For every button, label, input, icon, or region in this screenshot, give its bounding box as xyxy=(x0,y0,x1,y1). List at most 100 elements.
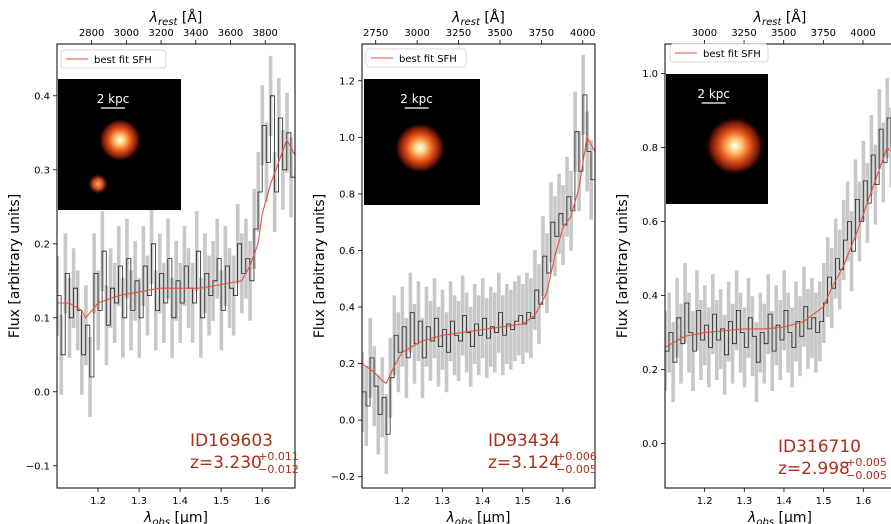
top-tick-label: 3600 xyxy=(218,28,243,39)
x-tick-label: 1.2 xyxy=(90,496,106,507)
y-tick-label: 0.4 xyxy=(339,303,355,314)
galaxy-blob xyxy=(705,116,765,176)
redshift-error-minus: −0.005 xyxy=(556,463,597,476)
redshift-label: z=3.124 xyxy=(488,453,560,473)
panel-id93434: 1.2 1.3 1.4 1.5 1.6 −0.2 0.0 0.2 0.4 0.6 0.8 1.0 1.2… xyxy=(312,9,597,524)
best-fit-line xyxy=(362,135,595,385)
spectrum-line xyxy=(57,95,295,378)
top-axis-label: λrest [Å] xyxy=(149,9,203,28)
best-fit-line xyxy=(665,146,891,348)
x-axis-label: λobs [μm] xyxy=(747,510,812,524)
top-tick-label: 4000 xyxy=(570,28,595,39)
x-axis-label: λobs [μm] xyxy=(143,510,208,524)
scale-label: 2 kpc xyxy=(97,92,130,106)
top-tick-label: 2750 xyxy=(363,28,388,39)
galaxy-inset-image: 2 kpc xyxy=(364,79,480,205)
y-tick-label: −0.2 xyxy=(331,472,355,483)
y-tick-label: 0.3 xyxy=(34,165,50,176)
x-tick-label: 1.6 xyxy=(555,496,571,507)
y-axis-label: Flux [arbitrary units] xyxy=(615,194,631,338)
legend-label: best fit SFH xyxy=(703,49,761,60)
top-tick-label: 3750 xyxy=(811,28,836,39)
top-tick-label: 3000 xyxy=(114,28,139,39)
y-tick-label: 0.4 xyxy=(34,91,50,102)
spectrum-line xyxy=(665,117,891,363)
top-axis-label: λrest [Å] xyxy=(451,9,505,28)
top-tick-label: 3750 xyxy=(529,28,554,39)
legend-label: best fit SFH xyxy=(399,54,457,65)
y-tick-label: 0.2 xyxy=(339,359,355,370)
object-id-label: ID169603 xyxy=(190,431,273,451)
top-tick-label: 2800 xyxy=(79,28,104,39)
legend-label: best fit SFH xyxy=(94,55,152,66)
x-tick-label: 1.4 xyxy=(776,496,792,507)
error-bar xyxy=(889,107,891,188)
redshift-error-minus: −0.005 xyxy=(846,469,887,482)
y-tick-label: 0.8 xyxy=(339,189,355,200)
axes-frame xyxy=(664,43,891,489)
y-tick-label: 0.0 xyxy=(642,439,658,450)
y-tick-label: 1.0 xyxy=(642,69,658,80)
axes-frame xyxy=(361,43,596,489)
y-tick-label: 0.2 xyxy=(34,239,50,250)
object-id-label: ID93434 xyxy=(488,431,560,451)
top-tick-label: 3200 xyxy=(148,28,173,39)
top-tick-label: 3000 xyxy=(404,28,429,39)
y-tick-label: 0.0 xyxy=(339,416,355,427)
x-tick-label: 1.3 xyxy=(736,496,752,507)
y-tick-label: 0.0 xyxy=(34,387,50,398)
top-tick-label: 4000 xyxy=(850,28,875,39)
y-tick-label: 0.6 xyxy=(642,217,658,228)
y-tick-label: 0.4 xyxy=(642,291,658,302)
x-tick-label: 1.6 xyxy=(855,496,871,507)
legend: best fit SFH xyxy=(669,43,769,63)
y-tick-label: 0.8 xyxy=(642,143,658,154)
y-tick-label: 0.1 xyxy=(34,313,50,324)
x-tick-label: 1.3 xyxy=(434,496,450,507)
y-axis-label: Flux [arbitrary units] xyxy=(7,194,23,338)
redshift-error-plus: +0.011 xyxy=(258,450,299,463)
top-tick-label: 3000 xyxy=(692,28,717,39)
top-tick-label: 3250 xyxy=(446,28,471,39)
legend: best fit SFH xyxy=(60,49,167,69)
galaxy-blob xyxy=(87,173,109,195)
y-tick-label: 1.2 xyxy=(339,76,355,87)
panel-id169603: 1.2 1.3 1.4 1.5 1.6 −0.1 0.0 0.1 0.2 0.3 0.4 2800 30… xyxy=(7,9,299,524)
galaxy-inset-image: 2 kpc xyxy=(58,79,181,210)
x-tick-label: 1.5 xyxy=(213,496,229,507)
redshift-label: z=2.998 xyxy=(778,459,850,479)
legend: best fit SFH xyxy=(365,48,467,68)
galaxy-blob xyxy=(394,122,446,174)
x-tick-label: 1.5 xyxy=(816,496,832,507)
x-tick-label: 1.4 xyxy=(475,496,491,507)
top-tick-label: 3500 xyxy=(487,28,512,39)
redshift-error-minus: −0.012 xyxy=(258,463,299,476)
x-tick-label: 1.2 xyxy=(394,496,410,507)
x-tick-label: 1.2 xyxy=(697,496,713,507)
galaxy-blob xyxy=(98,118,142,162)
y-axis-label: Flux [arbitrary units] xyxy=(312,194,328,338)
object-id-label: ID316710 xyxy=(778,437,861,457)
top-tick-label: 3400 xyxy=(183,28,208,39)
y-tick-label: 0.2 xyxy=(642,365,658,376)
x-tick-label: 1.4 xyxy=(172,496,188,507)
best-fit-line xyxy=(57,138,295,319)
top-tick-label: 3500 xyxy=(771,28,796,39)
redshift-error-plus: +0.005 xyxy=(846,456,887,469)
panel-id316710: 1.2 1.3 1.4 1.5 1.6 0.0 0.2 0.4 0.6 0.8 1.0 3000 325… xyxy=(615,9,891,524)
redshift-error-plus: +0.006 xyxy=(556,450,597,463)
y-tick-label: −0.1 xyxy=(26,461,50,472)
x-tick-label: 1.5 xyxy=(515,496,531,507)
top-tick-label: 3250 xyxy=(731,28,756,39)
galaxy-inset-image: 2 kpc xyxy=(666,74,768,204)
x-tick-label: 1.6 xyxy=(254,496,270,507)
x-tick-label: 1.3 xyxy=(131,496,147,507)
y-tick-label: 0.6 xyxy=(339,246,355,257)
axes-frame xyxy=(56,43,296,489)
scale-label: 2 kpc xyxy=(697,87,730,101)
spectrum-line xyxy=(362,94,595,435)
y-tick-label: 1.0 xyxy=(339,133,355,144)
top-axis-label: λrest [Å] xyxy=(753,9,807,28)
x-axis-label: λobs [μm] xyxy=(446,510,511,524)
